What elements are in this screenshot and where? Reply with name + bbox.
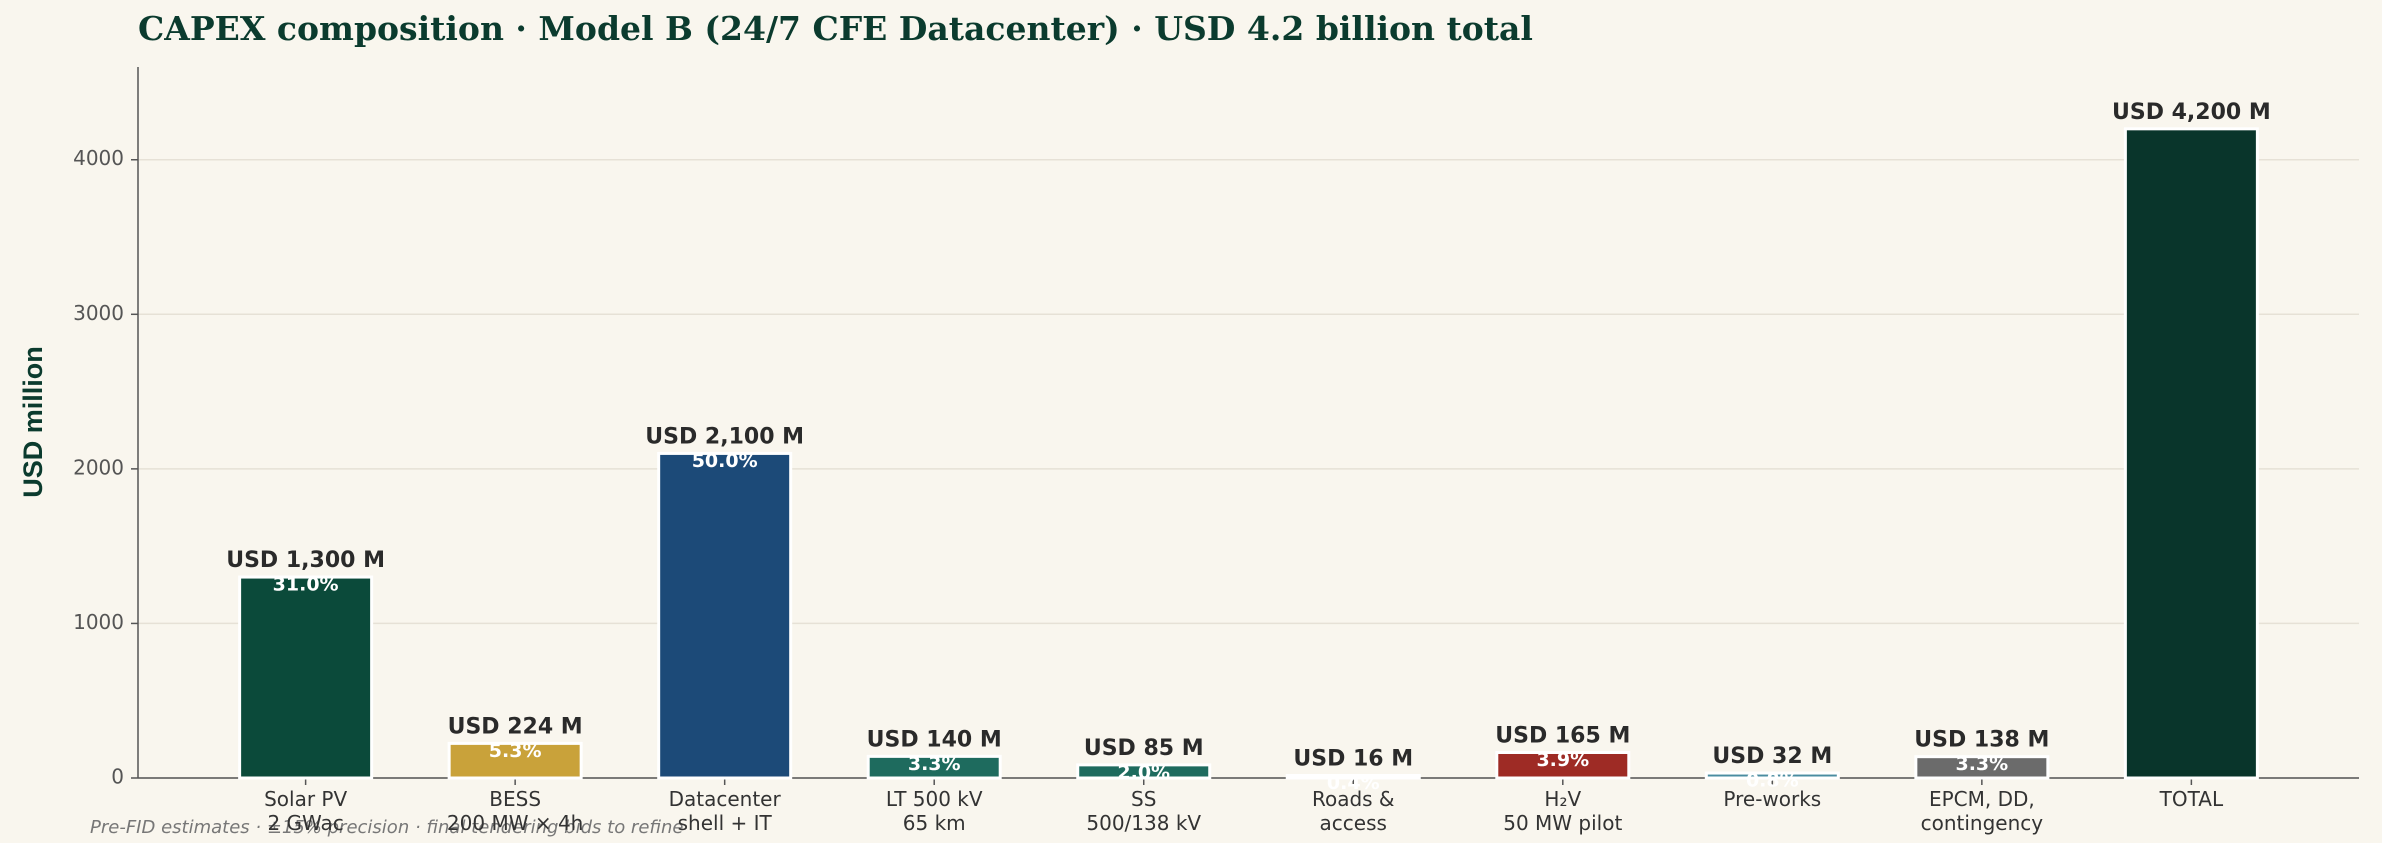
share-label: 2.0% — [1117, 761, 1170, 783]
share-label: 3.3% — [1955, 753, 2008, 775]
y-tick-label: 2000 — [73, 455, 124, 479]
x-tick-label: Datacenter shell + IT — [669, 787, 782, 835]
x-tick-label: Pre-works — [1723, 787, 1821, 811]
y-tick-label: 3000 — [73, 301, 124, 325]
bar — [657, 451, 793, 780]
chart-title: CAPEX composition · Model B (24/7 CFE Da… — [138, 9, 1533, 48]
value-label: USD 140 M — [867, 727, 1002, 752]
y-axis-label: USD million — [18, 346, 48, 498]
value-label: USD 138 M — [1914, 728, 2049, 753]
bar — [238, 575, 374, 780]
bar — [447, 741, 583, 780]
share-label: 5.3% — [489, 740, 542, 762]
y-tick-label: 4000 — [73, 146, 124, 170]
x-tick-label: BESS 200 MW × 4h — [447, 787, 583, 835]
x-tick-label: EPCM, DD, contingency — [1921, 787, 2044, 835]
share-label: 0.8% — [1746, 770, 1799, 792]
bar — [1704, 771, 1840, 780]
value-label: USD 2,100 M — [645, 424, 804, 449]
x-tick-label: LT 500 kV 65 km — [886, 787, 983, 835]
x-tick-label: TOTAL — [2159, 787, 2224, 811]
value-label: USD 85 M — [1084, 736, 1204, 761]
bar — [1914, 755, 2050, 780]
value-label: USD 16 M — [1293, 747, 1413, 772]
value-label: USD 4,200 M — [2112, 100, 2271, 125]
share-label: 50.0% — [692, 450, 758, 472]
bar — [1076, 763, 1212, 780]
bar — [1285, 774, 1421, 780]
value-label: USD 165 M — [1495, 723, 1630, 748]
share-label: 0.4% — [1327, 772, 1380, 794]
y-tick-label: 1000 — [73, 610, 124, 634]
bar — [866, 754, 1002, 780]
share-label: 31.0% — [273, 574, 339, 596]
x-tick-label: H₂V 50 MW pilot — [1503, 787, 1622, 835]
value-label: USD 1,300 M — [226, 548, 385, 573]
share-label: 3.3% — [908, 753, 961, 775]
y-tick-label: 0 — [111, 765, 124, 789]
value-label: USD 32 M — [1712, 744, 1832, 769]
value-label: USD 224 M — [448, 714, 583, 739]
bar — [2123, 127, 2259, 780]
bar — [1495, 750, 1631, 780]
x-tick-label: SS 500/138 kV — [1086, 787, 1201, 835]
x-tick-label: Roads & access — [1312, 787, 1395, 835]
footnote: Pre-FID estimates · ±15% precision · fin… — [90, 817, 684, 838]
share-label: 3.9% — [1536, 749, 1589, 771]
x-tick-label: Solar PV 2 GWac — [264, 787, 347, 835]
